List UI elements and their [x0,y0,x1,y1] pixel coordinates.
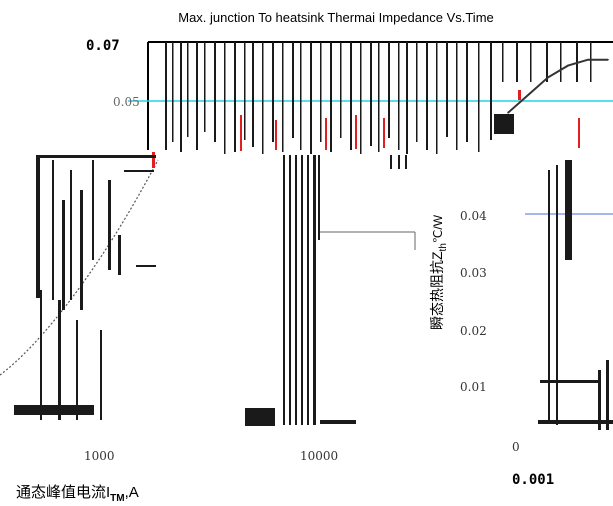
y-tick-004: 0.04 [460,209,487,223]
y-axis-label-sub: th [438,243,449,251]
series-point-0-5 [607,58,609,61]
x-axis-label-main: 通态峰值电流I [16,484,110,501]
x-axis-label-sub: TM [110,493,124,504]
y-tick-002: 0.02 [460,324,487,338]
red-marks [152,90,580,168]
x-tick-1000: 1000 [84,449,115,463]
x-tick-10000: 10000 [300,449,338,463]
chart-title: Max. junction To heatsink Thermai Impeda… [178,10,494,25]
series-line-0 [507,58,608,114]
series-point-0-4 [587,58,589,61]
series-layer [507,58,609,114]
y-axis-label-tail: ℃/W [431,214,445,243]
glitch-bars-top [165,42,592,154]
x-axis-label: 通态峰值电流ITM,A [16,484,139,504]
dotted-curve [0,159,159,376]
series-point-0-0 [507,112,509,114]
y-tick-001: 0.01 [460,380,487,394]
y-axis-label-main: 瞬态热阻抗Z [429,251,445,330]
y-tick-005: 0.05 [113,95,140,109]
series-point-0-2 [547,76,549,79]
y-axis-label: 瞬态热阻抗Zth℃/W [429,214,449,330]
y-tick-0: 0 [512,440,520,454]
series-point-0-1 [527,94,529,96]
glitch-fragments-left [14,155,156,420]
glitch-fragments-right [390,114,613,430]
svg-text:瞬态热阻抗Zth℃/W: 瞬态热阻抗Zth℃/W [429,214,449,330]
glitch-fragments-center [245,155,356,426]
y-tick-007: 0.07 [86,38,120,54]
series-point-0-3 [567,64,569,67]
y-tick-003: 0.03 [460,266,487,280]
x-tick-0001: 0.001 [512,472,554,488]
x-axis-label-tail: ,A [125,484,139,501]
